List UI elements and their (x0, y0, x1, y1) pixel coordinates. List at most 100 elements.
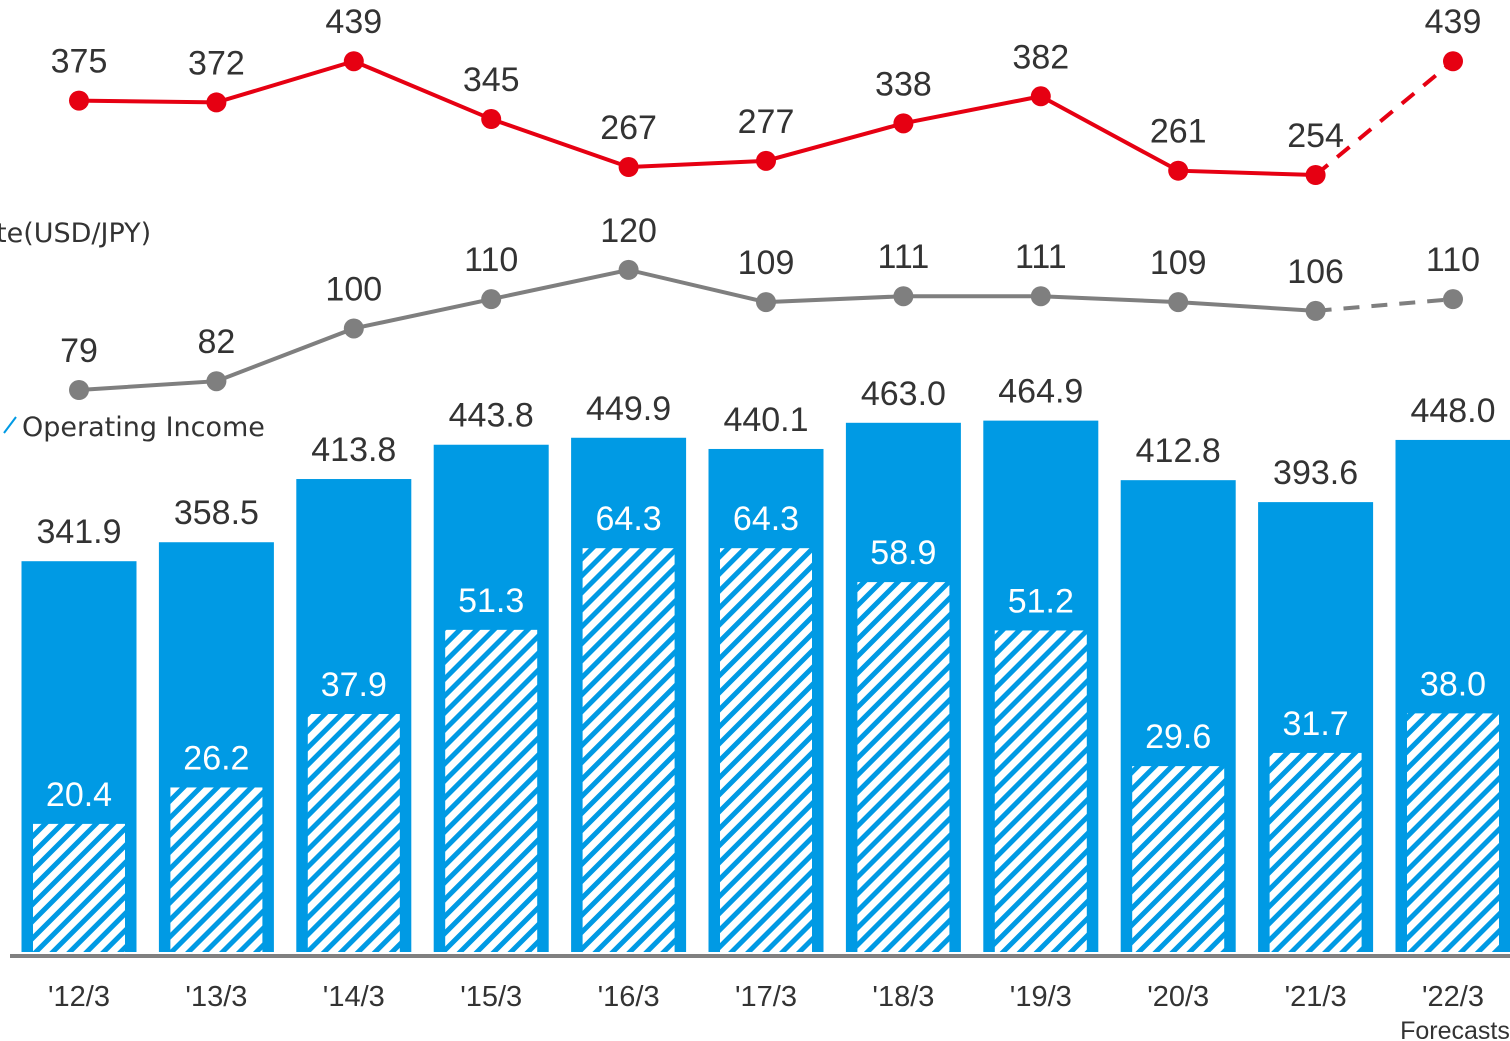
operating-income-bar (307, 713, 400, 952)
red-series-point (1030, 86, 1051, 107)
legend-operating-income: Operating Income (3, 412, 265, 443)
exchange-rate-point (1305, 300, 1326, 321)
operating-income-value-label: 29.6 (1145, 718, 1211, 756)
operating-income-value-label: 20.4 (46, 776, 112, 814)
category-label: '16/3 (598, 981, 660, 1013)
revenue-value-label: 393.6 (1273, 454, 1358, 492)
red-series-point (893, 113, 914, 134)
exchange-rate-point (893, 286, 914, 307)
line-series: 375 372 439 345 267 277 338 382 261 254 439 79 82 100… (51, 3, 1482, 400)
exchange-rate-point (756, 292, 776, 313)
red-series-value-label: 439 (325, 3, 382, 41)
category-label: '18/3 (872, 981, 934, 1013)
revenue-value-label: 412.8 (1136, 432, 1221, 470)
red-series-value-label: 254 (1287, 117, 1344, 155)
revenue-value-label: 443.8 (449, 397, 534, 435)
category-label: '21/3 (1285, 981, 1347, 1013)
operating-income-value-label: 64.3 (596, 500, 662, 538)
category-label: '22/3 (1422, 981, 1484, 1013)
category-label: '17/3 (735, 981, 797, 1013)
forecast-note: Forecasts (1400, 1017, 1510, 1041)
exchange-rate-value-label: 106 (1287, 253, 1344, 291)
operating-income-bars: 20.4 26.2 37.9 51.3 64.3 64.3 58.9 51.2 29.6 31.7… (33, 500, 1499, 952)
red-series-point (1305, 165, 1326, 185)
category-label: '19/3 (1010, 981, 1072, 1013)
category-labels: '12/3 '13/3 '14/3 '15/3 '16/3 '17/3 '18/3 '19/3… (48, 981, 1484, 1013)
exchange-rate-forecast-line (1315, 297, 1454, 313)
red-series-point (1168, 160, 1189, 181)
exchange-rate-value-label: 111 (1015, 238, 1067, 276)
red-series-point (206, 92, 227, 113)
category-label: '13/3 (185, 981, 247, 1013)
red-series-line (78, 59, 1316, 177)
exchange-rate-point (206, 371, 227, 392)
revenue-value-label: 413.8 (311, 431, 396, 469)
legend-operating-income-marker (3, 416, 17, 434)
operating-income-bar (445, 629, 538, 952)
exchange-rate-point (481, 289, 502, 310)
exchange-rate-point (1168, 292, 1189, 313)
red-series-value-label: 439 (1425, 3, 1482, 41)
operating-income-bar (1132, 766, 1225, 952)
revenue-value-label: 463.0 (861, 375, 946, 413)
red-series-point (69, 90, 89, 111)
exchange-rate-line (78, 267, 1316, 392)
revenue-value-label: 464.9 (998, 373, 1083, 411)
operating-income-value-label: 26.2 (183, 739, 249, 777)
exchange-rate-point (618, 259, 639, 280)
exchange-rate-point (69, 380, 89, 400)
revenue-value-label: 341.9 (36, 513, 121, 551)
legend-exchange-rate: te(USD/JPY) (0, 218, 151, 249)
operating-income-value-label: 51.3 (458, 582, 524, 620)
exchange-rate-value-label: 79 (60, 332, 98, 370)
operating-income-bar (1269, 752, 1362, 952)
category-label: '14/3 (323, 981, 385, 1013)
legend-exchange-rate-label: te(USD/JPY) (0, 218, 151, 249)
exchange-rate-point (343, 318, 364, 339)
red-series-point (618, 157, 639, 178)
red-series-value-label: 375 (51, 43, 108, 81)
operating-income-value-label: 38.0 (1420, 665, 1486, 703)
operating-income-bar (170, 787, 263, 952)
exchange-rate-value-label: 110 (1426, 241, 1480, 279)
legend-operating-income-label: Operating Income (22, 412, 265, 443)
red-series-value-label: 372 (188, 44, 245, 82)
red-series-value-label: 261 (1150, 113, 1207, 151)
revenue-value-label: 448.0 (1410, 392, 1495, 430)
revenue-value-label: 449.9 (586, 390, 671, 428)
operating-income-bar (582, 548, 675, 952)
category-label: '15/3 (460, 981, 522, 1013)
category-label: '20/3 (1147, 981, 1209, 1013)
operating-income-value-label: 51.2 (1008, 582, 1074, 620)
operating-income-bar (857, 582, 950, 952)
red-series-value-label: 382 (1012, 38, 1069, 76)
operating-income-value-label: 64.3 (733, 500, 799, 538)
revenue-value-label: 358.5 (174, 494, 259, 532)
operating-income-bar (33, 823, 125, 952)
exchange-rate-value-label: 111 (878, 238, 930, 276)
red-series-point (1443, 51, 1463, 72)
revenue-value-label: 440.1 (723, 401, 808, 439)
operating-income-bar (720, 548, 812, 952)
operating-income-value-label: 31.7 (1283, 705, 1349, 743)
exchange-rate-point (1030, 286, 1051, 307)
exchange-rate-value-label: 109 (738, 244, 795, 282)
operating-income-value-label: 37.9 (321, 666, 387, 704)
red-series-value-label: 267 (600, 109, 657, 147)
red-series-point (481, 109, 502, 130)
category-label: '12/3 (48, 981, 110, 1013)
exchange-rate-value-label: 120 (600, 212, 657, 250)
operating-income-bar (1407, 713, 1499, 952)
exchange-rate-point (1443, 289, 1463, 310)
exchange-rate-value-label: 110 (464, 241, 518, 279)
red-series-point (343, 51, 364, 72)
red-series-value-label: 345 (463, 61, 520, 99)
operating-income-bar (994, 630, 1087, 952)
red-series-value-label: 277 (738, 103, 795, 141)
red-series-point (756, 150, 776, 171)
exchange-rate-value-label: 100 (325, 270, 382, 308)
red-series-forecast-line (1314, 59, 1455, 177)
exchange-rate-value-label: 109 (1150, 244, 1207, 282)
operating-income-value-label: 58.9 (870, 534, 936, 572)
